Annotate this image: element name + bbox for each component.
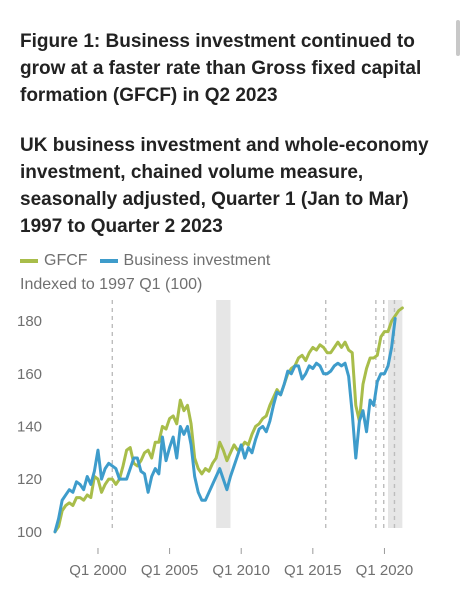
series-line-gfcf [53, 306, 404, 534]
legend-swatch-business-investment [99, 259, 118, 263]
shaded-period-0 [216, 300, 231, 528]
series-lines [53, 306, 404, 534]
chart-title: UK business investment and whole-economy… [20, 135, 429, 237]
y-tick-label-120: 120 [17, 471, 42, 488]
legend-label-business-investment: Business investment [123, 252, 271, 269]
y-tick-label-140: 140 [17, 418, 42, 435]
index-note: Indexed to 1997 Q1 (100) [20, 276, 203, 293]
x-tick-label-0: Q1 2000 [69, 562, 127, 579]
x-tick-label-4: Q1 2020 [356, 562, 414, 579]
y-tick-label-100: 100 [17, 524, 42, 541]
y-tick-label-160: 160 [17, 366, 42, 383]
x-tick-label-1: Q1 2005 [141, 562, 199, 579]
legend-item-gfcf: GFCF [20, 252, 88, 270]
x-tick-label-2: Q1 2010 [212, 562, 270, 579]
figure-title: Figure 1: Business investment continued … [20, 31, 422, 106]
legend-item-business-investment: Business investment [99, 252, 271, 270]
y-axis-ticks: 100 120 140 160 180 [17, 313, 42, 541]
dashed-reference-lines [111, 300, 396, 528]
legend: GFCF Business investment [20, 252, 282, 270]
x-axis-ticks: Q1 2000 Q1 2005 Q1 2010 Q1 2015 Q1 2020 [69, 548, 413, 579]
x-tick-label-3: Q1 2015 [284, 562, 342, 579]
scrollbar[interactable] [456, 20, 460, 56]
legend-label-gfcf: GFCF [44, 252, 88, 269]
shaded-periods [216, 300, 403, 528]
legend-swatch-gfcf [20, 259, 38, 263]
shaded-period-1 [388, 300, 403, 528]
series-line-business-investment [53, 316, 397, 534]
y-tick-label-180: 180 [17, 313, 42, 330]
